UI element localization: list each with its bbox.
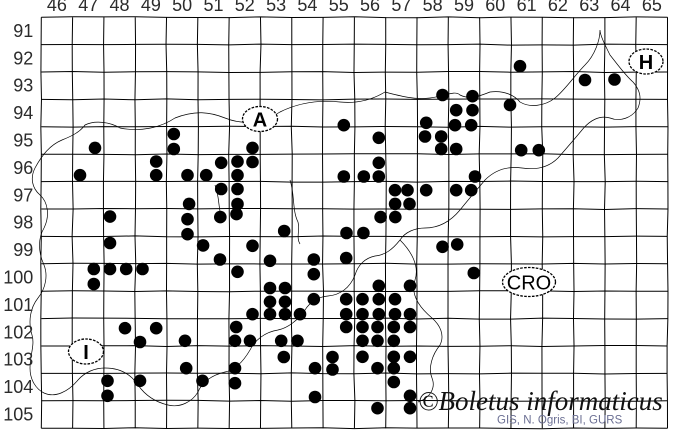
svg-text:54: 54 xyxy=(297,0,317,15)
svg-text:52: 52 xyxy=(235,0,255,15)
svg-text:95: 95 xyxy=(13,131,33,151)
svg-text:51: 51 xyxy=(203,0,223,15)
svg-text:57: 57 xyxy=(391,0,411,15)
svg-text:46: 46 xyxy=(47,0,67,15)
svg-text:103: 103 xyxy=(3,350,33,370)
svg-text:99: 99 xyxy=(13,240,33,260)
svg-text:H: H xyxy=(639,52,653,74)
svg-text:I: I xyxy=(83,342,89,364)
svg-text:58: 58 xyxy=(423,0,443,15)
svg-text:©Boletus informaticus: ©Boletus informaticus xyxy=(418,386,663,416)
svg-text:55: 55 xyxy=(329,0,349,15)
svg-text:63: 63 xyxy=(579,0,599,15)
svg-text:65: 65 xyxy=(642,0,662,15)
svg-text:97: 97 xyxy=(13,185,33,205)
svg-text:48: 48 xyxy=(110,0,130,15)
svg-text:62: 62 xyxy=(548,0,568,15)
svg-text:93: 93 xyxy=(13,76,33,96)
svg-text:64: 64 xyxy=(611,0,631,15)
svg-text:56: 56 xyxy=(360,0,380,15)
svg-text:A: A xyxy=(253,110,267,132)
svg-text:92: 92 xyxy=(13,48,33,68)
svg-text:53: 53 xyxy=(266,0,286,15)
svg-text:101: 101 xyxy=(3,295,33,315)
svg-text:49: 49 xyxy=(141,0,161,15)
svg-text:104: 104 xyxy=(3,377,33,397)
svg-text:47: 47 xyxy=(78,0,98,15)
svg-text:GIS, N. Ogris, BI, GURS: GIS, N. Ogris, BI, GURS xyxy=(497,415,623,427)
svg-text:50: 50 xyxy=(172,0,192,15)
svg-text:94: 94 xyxy=(13,103,33,123)
svg-text:100: 100 xyxy=(3,268,33,288)
svg-text:CRO: CRO xyxy=(507,273,551,295)
svg-text:102: 102 xyxy=(3,322,33,342)
svg-text:59: 59 xyxy=(454,0,474,15)
svg-text:61: 61 xyxy=(517,0,537,15)
svg-text:105: 105 xyxy=(3,405,33,425)
svg-text:96: 96 xyxy=(13,158,33,178)
svg-text:98: 98 xyxy=(13,213,33,233)
svg-text:91: 91 xyxy=(13,21,33,41)
svg-text:60: 60 xyxy=(485,0,505,15)
